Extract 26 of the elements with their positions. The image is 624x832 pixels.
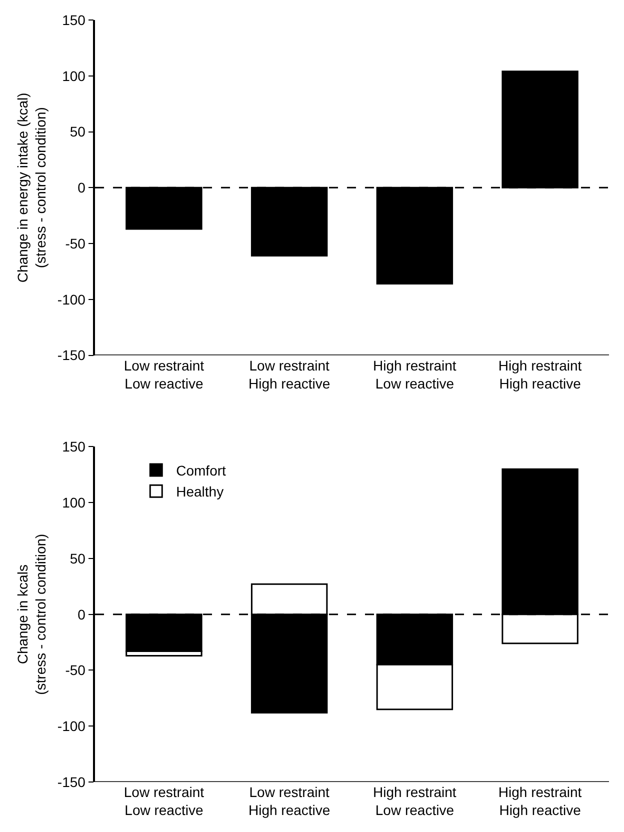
- x-tick-label: High restraint High reactive: [498, 784, 582, 818]
- y-axis-title: Change in kcals (stress - control condition): [14, 534, 49, 695]
- y-tick-label: 50: [70, 550, 86, 566]
- x-tick-label: High restraint Low reactive: [373, 357, 456, 392]
- y-tick-label: -150: [57, 774, 86, 790]
- legend-label: Healthy: [176, 484, 224, 500]
- y-tick-label: 150: [62, 12, 86, 28]
- y-tick-label: -150: [57, 347, 86, 364]
- y-tick-label: -50: [65, 235, 86, 252]
- x-tick-label: Low restraint Low reactive: [124, 357, 204, 392]
- y-tick-label: -100: [57, 291, 86, 308]
- y-tick-label: 150: [62, 438, 86, 455]
- legend-label: Comfort: [176, 462, 226, 478]
- x-tick-label: Low restraint High reactive: [248, 784, 330, 818]
- y-tick-label: 100: [62, 494, 86, 510]
- y-tick-label: -100: [57, 718, 86, 734]
- x-tick-label: Low restraint Low reactive: [124, 784, 204, 818]
- x-tick-label: High restraint Low reactive: [373, 784, 456, 818]
- x-tick-label: Low restraint High reactive: [248, 357, 330, 392]
- x-tick-label: High restraint High reactive: [498, 357, 582, 392]
- y-tick-label: 0: [78, 180, 86, 196]
- y-tick-label: 100: [62, 68, 86, 84]
- y-tick-label: 0: [78, 606, 86, 622]
- y-tick-label: -50: [65, 662, 86, 678]
- y-tick-label: 50: [70, 124, 86, 140]
- y-axis-title: Change in energy intake (kcal) (stress - control condition): [14, 92, 49, 283]
